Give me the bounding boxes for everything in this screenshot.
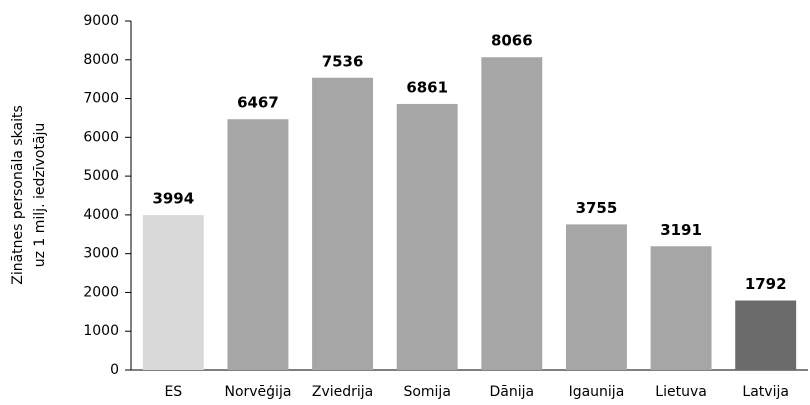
data-label: 6861 — [406, 78, 448, 96]
bar — [227, 119, 289, 370]
bar — [312, 77, 374, 371]
x-tick-label: ES — [164, 384, 182, 400]
x-tick-label: Lietuva — [655, 384, 707, 400]
data-label: 3191 — [660, 221, 702, 239]
y-tick-label: 8000 — [83, 52, 119, 68]
x-tick-label: Zviedrija — [312, 384, 373, 400]
bar — [396, 103, 458, 370]
x-tick-label: Latvija — [742, 384, 789, 400]
x-tick-label: Norvēģija — [224, 384, 291, 400]
bar — [735, 300, 797, 370]
bar — [565, 224, 627, 370]
y-tick-label: 4000 — [83, 207, 119, 223]
y-axis-label: Zinātnes personāla skaits — [10, 105, 26, 285]
data-label: 1792 — [745, 275, 787, 293]
x-tick-label: Igaunija — [569, 384, 625, 400]
data-label: 3755 — [576, 199, 618, 217]
y-axis-label: uz 1 milj. iedzīvotāju — [32, 123, 48, 268]
x-tick-label: Somija — [403, 384, 450, 400]
bar — [481, 57, 543, 370]
data-label: 6467 — [237, 94, 279, 112]
y-tick-label: 6000 — [83, 129, 119, 145]
y-tick-label: 9000 — [83, 13, 119, 29]
x-tick-label: Dānija — [490, 384, 535, 400]
y-tick-label: 0 — [110, 362, 119, 378]
y-tick-label: 7000 — [83, 91, 119, 107]
y-tick-label: 1000 — [83, 323, 119, 339]
data-label: 7536 — [322, 52, 364, 70]
bar — [650, 246, 712, 370]
y-tick-label: 2000 — [83, 284, 119, 300]
data-label: 8066 — [491, 32, 533, 50]
data-label: 3994 — [152, 190, 194, 208]
y-tick-label: 5000 — [83, 168, 119, 184]
bar — [142, 215, 204, 370]
y-tick-label: 3000 — [83, 246, 119, 262]
